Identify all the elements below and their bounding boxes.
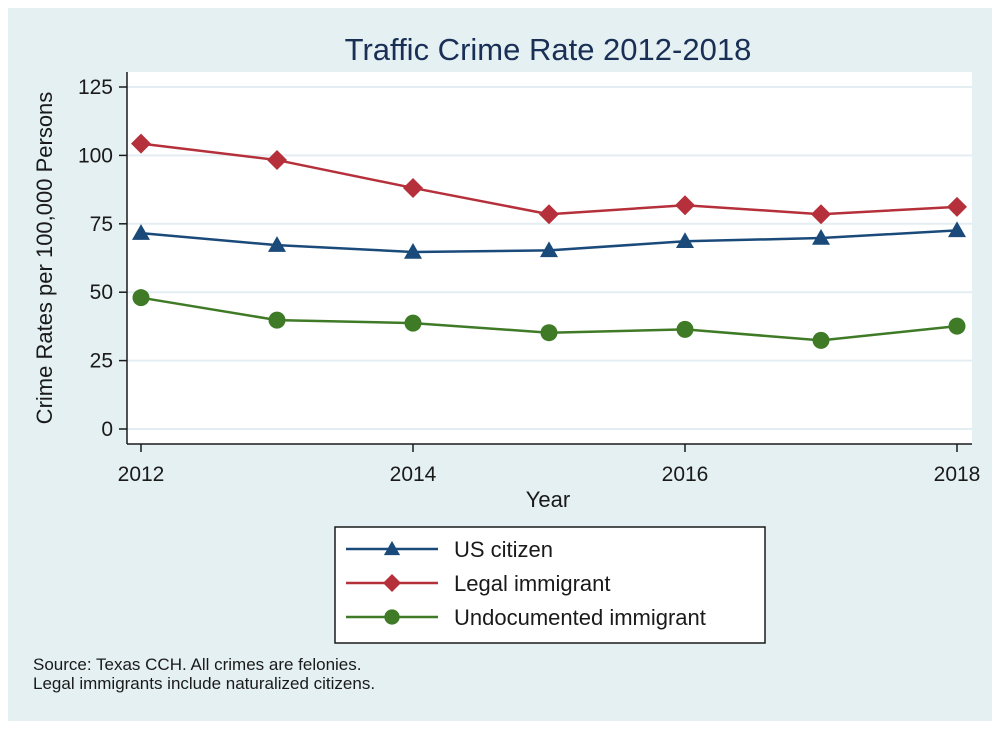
y-tick-label: 75	[90, 213, 113, 236]
data-point-diamond	[403, 177, 423, 198]
legend-label: US citizen	[454, 537, 553, 562]
y-tick-label: 0	[101, 418, 113, 441]
axes: 0 25 50 75 100 125 2012 2014 2016 2018	[78, 72, 980, 486]
data-point-circle	[812, 331, 830, 349]
series-layer	[131, 133, 967, 349]
legend-marker-circle	[384, 609, 400, 625]
legend-label: Undocumented immigrant	[454, 605, 706, 630]
chart-title: Traffic Crime Rate 2012-2018	[345, 32, 752, 67]
y-tick-label: 125	[78, 76, 113, 99]
data-point-diamond	[811, 204, 831, 225]
y-tick-label: 25	[90, 350, 113, 373]
data-point-circle	[676, 320, 694, 338]
legend-box	[334, 526, 766, 644]
x-axis-title: Year	[526, 487, 570, 512]
data-point-triangle	[404, 242, 422, 259]
source-note: Legal immigrants include naturalized cit…	[33, 674, 375, 693]
y-tick-label: 50	[90, 281, 113, 304]
x-tick-label: 2014	[390, 463, 437, 486]
plot-area	[127, 72, 972, 444]
data-point-circle	[268, 311, 286, 329]
x-tick-label: 2012	[118, 463, 165, 486]
y-axis-title: Crime Rates per 100,000 Persons	[32, 92, 57, 425]
data-point-circle	[404, 314, 422, 332]
data-point-triangle	[540, 241, 558, 258]
legend-marker-triangle	[383, 540, 401, 556]
data-point-circle	[132, 289, 150, 307]
data-point-diamond	[267, 150, 287, 171]
data-point-circle	[948, 317, 966, 335]
y-tick-label: 100	[78, 144, 113, 167]
data-point-circle	[540, 324, 558, 342]
legend-label: Legal immigrant	[454, 571, 611, 596]
data-point-triangle	[676, 232, 694, 249]
data-point-triangle	[812, 229, 830, 245]
legend: US citizen Legal immigrant Undocumented im…	[334, 526, 766, 644]
data-point-diamond	[131, 133, 151, 154]
source-notes: Source: Texas CCH. All crimes are feloni…	[33, 655, 375, 693]
gridlines	[127, 86, 972, 430]
x-tick-label: 2016	[662, 463, 709, 486]
series-us-citizen	[132, 221, 966, 259]
data-point-triangle	[268, 236, 286, 252]
source-note: Source: Texas CCH. All crimes are feloni…	[33, 655, 361, 674]
data-point-triangle	[132, 224, 150, 240]
data-point-diamond	[947, 196, 967, 217]
data-point-triangle	[948, 221, 966, 238]
series-undocumented-immigrant	[132, 289, 966, 349]
legend-marker-diamond	[383, 574, 401, 592]
x-tick-label: 2018	[934, 463, 981, 486]
data-point-diamond	[539, 204, 559, 225]
series-legal-immigrant	[131, 133, 967, 225]
data-point-diamond	[675, 195, 695, 216]
